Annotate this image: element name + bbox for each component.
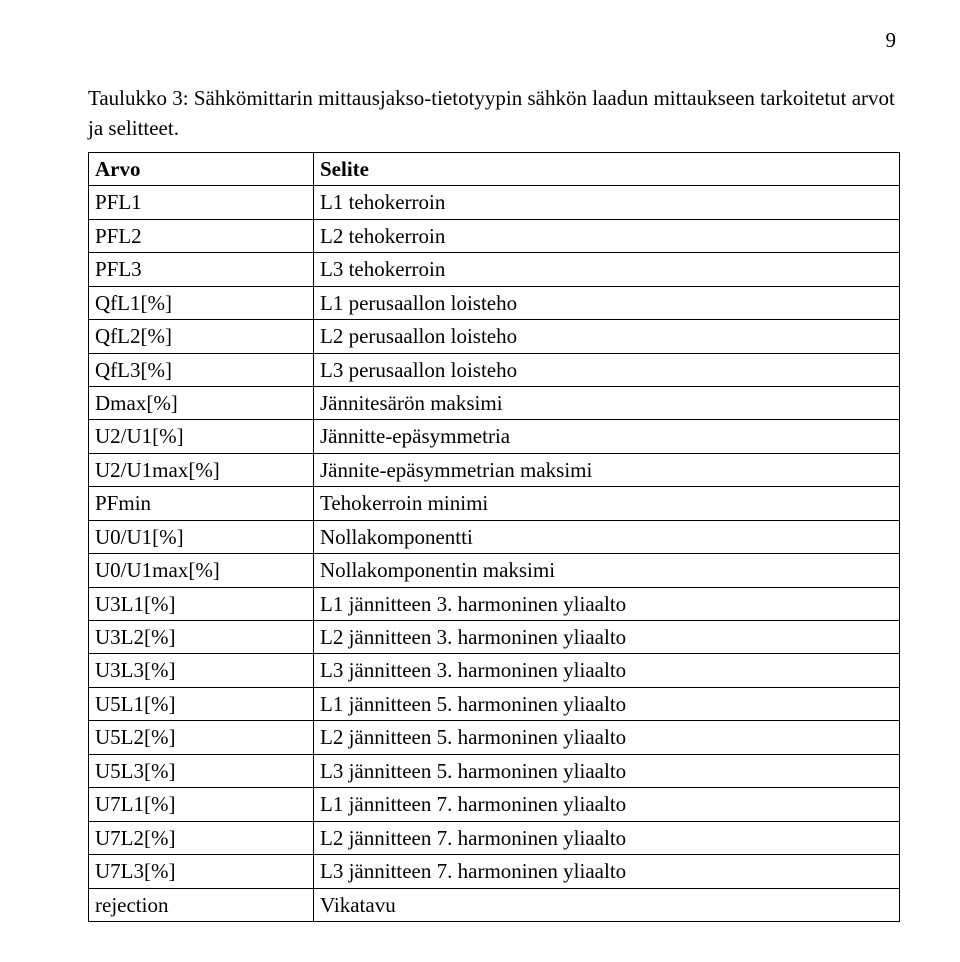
cell-arvo: U7L2[%] (89, 821, 314, 854)
cell-selite: L1 jännitteen 3. harmoninen yliaalto (314, 587, 900, 620)
table-row: U5L2[%]L2 jännitteen 5. harmoninen yliaa… (89, 721, 900, 754)
cell-selite: L2 tehokerroin (314, 219, 900, 252)
cell-selite: Nollakomponentti (314, 520, 900, 553)
table-row: PFL1L1 tehokerroin (89, 186, 900, 219)
cell-selite: Tehokerroin minimi (314, 487, 900, 520)
table-row: U7L1[%]L1 jännitteen 7. harmoninen yliaa… (89, 788, 900, 821)
table-row: PFminTehokerroin minimi (89, 487, 900, 520)
table-row: U3L3[%]L3 jännitteen 3. harmoninen yliaa… (89, 654, 900, 687)
cell-arvo: U7L3[%] (89, 855, 314, 888)
cell-arvo: QfL1[%] (89, 286, 314, 319)
header-arvo: Arvo (89, 152, 314, 185)
cell-selite: Jännitesärön maksimi (314, 386, 900, 419)
header-selite: Selite (314, 152, 900, 185)
cell-selite: Jännitte-epäsymmetria (314, 420, 900, 453)
cell-selite: L2 jännitteen 5. harmoninen yliaalto (314, 721, 900, 754)
cell-selite: L3 jännitteen 3. harmoninen yliaalto (314, 654, 900, 687)
cell-arvo: QfL2[%] (89, 320, 314, 353)
cell-arvo: QfL3[%] (89, 353, 314, 386)
cell-arvo: U5L3[%] (89, 754, 314, 787)
table-row: U2/U1max[%]Jännite-epäsymmetrian maksimi (89, 453, 900, 486)
cell-selite: Vikatavu (314, 888, 900, 921)
cell-arvo: rejection (89, 888, 314, 921)
table-row: U0/U1[%]Nollakomponentti (89, 520, 900, 553)
cell-selite: L1 tehokerroin (314, 186, 900, 219)
table-caption: Taulukko 3: Sähkömittarin mittausjakso-t… (88, 83, 900, 144)
table-header-row: Arvo Selite (89, 152, 900, 185)
table-row: rejectionVikatavu (89, 888, 900, 921)
cell-selite: L2 jännitteen 3. harmoninen yliaalto (314, 621, 900, 654)
cell-selite: L3 jännitteen 7. harmoninen yliaalto (314, 855, 900, 888)
cell-arvo: U3L3[%] (89, 654, 314, 687)
cell-arvo: Dmax[%] (89, 386, 314, 419)
cell-selite: L2 jännitteen 7. harmoninen yliaalto (314, 821, 900, 854)
cell-arvo: U3L2[%] (89, 621, 314, 654)
table-row: U7L3[%]L3 jännitteen 7. harmoninen yliaa… (89, 855, 900, 888)
table-row: U5L3[%]L3 jännitteen 5. harmoninen yliaa… (89, 754, 900, 787)
table-row: U7L2[%]L2 jännitteen 7. harmoninen yliaa… (89, 821, 900, 854)
cell-selite: L2 perusaallon loisteho (314, 320, 900, 353)
cell-selite: L3 perusaallon loisteho (314, 353, 900, 386)
cell-selite: Jännite-epäsymmetrian maksimi (314, 453, 900, 486)
cell-arvo: PFmin (89, 487, 314, 520)
table-row: U2/U1[%]Jännitte-epäsymmetria (89, 420, 900, 453)
table-row: U3L1[%]L1 jännitteen 3. harmoninen yliaa… (89, 587, 900, 620)
table-row: U3L2[%]L2 jännitteen 3. harmoninen yliaa… (89, 621, 900, 654)
table-row: QfL3[%]L3 perusaallon loisteho (89, 353, 900, 386)
cell-arvo: U3L1[%] (89, 587, 314, 620)
cell-arvo: PFL3 (89, 253, 314, 286)
cell-arvo: U2/U1max[%] (89, 453, 314, 486)
table-row: Dmax[%]Jännitesärön maksimi (89, 386, 900, 419)
cell-selite: L1 perusaallon loisteho (314, 286, 900, 319)
cell-selite: Nollakomponentin maksimi (314, 554, 900, 587)
cell-arvo: U7L1[%] (89, 788, 314, 821)
cell-selite: L1 jännitteen 7. harmoninen yliaalto (314, 788, 900, 821)
table-row: U0/U1max[%]Nollakomponentin maksimi (89, 554, 900, 587)
cell-selite: L3 jännitteen 5. harmoninen yliaalto (314, 754, 900, 787)
document-page: 9 Taulukko 3: Sähkömittarin mittausjakso… (0, 0, 960, 962)
cell-arvo: PFL2 (89, 219, 314, 252)
cell-arvo: U5L1[%] (89, 687, 314, 720)
cell-selite: L1 jännitteen 5. harmoninen yliaalto (314, 687, 900, 720)
table-row: PFL2L2 tehokerroin (89, 219, 900, 252)
cell-arvo: PFL1 (89, 186, 314, 219)
table-row: QfL1[%]L1 perusaallon loisteho (89, 286, 900, 319)
cell-arvo: U0/U1max[%] (89, 554, 314, 587)
cell-arvo: U5L2[%] (89, 721, 314, 754)
cell-arvo: U2/U1[%] (89, 420, 314, 453)
cell-arvo: U0/U1[%] (89, 520, 314, 553)
cell-selite: L3 tehokerroin (314, 253, 900, 286)
data-table: Arvo Selite PFL1L1 tehokerroinPFL2L2 teh… (88, 152, 900, 922)
page-number: 9 (88, 28, 900, 53)
table-row: PFL3L3 tehokerroin (89, 253, 900, 286)
table-row: U5L1[%]L1 jännitteen 5. harmoninen yliaa… (89, 687, 900, 720)
table-row: QfL2[%]L2 perusaallon loisteho (89, 320, 900, 353)
